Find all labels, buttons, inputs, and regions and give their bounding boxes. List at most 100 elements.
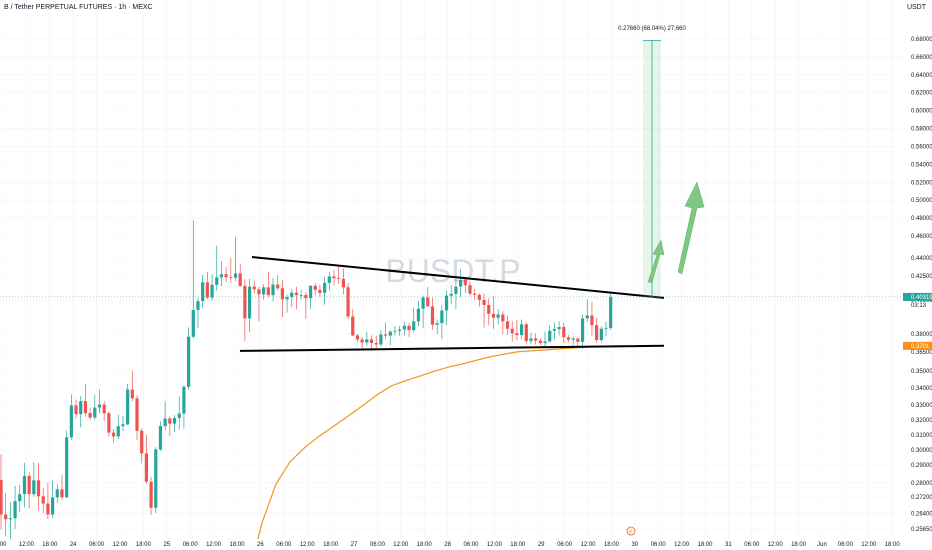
candle: [69, 394, 73, 441]
candle-body: [477, 294, 481, 300]
candle-body: [69, 405, 73, 438]
candle-body: [266, 287, 270, 296]
price-tick-label: 0.36500: [911, 350, 932, 356]
candle: [529, 332, 533, 345]
support-trendline: [239, 344, 665, 352]
candle-body: [0, 479, 3, 515]
projection-arrow-small: [647, 239, 665, 284]
time-tick-label: 18:00: [510, 542, 526, 548]
candle: [435, 319, 439, 335]
time-tick-label: 31: [725, 542, 732, 548]
candle-body: [140, 430, 144, 454]
price-tick-label: 0.29000: [911, 463, 932, 469]
time-tick-label: 06:00: [744, 542, 760, 548]
candle-body: [163, 418, 167, 427]
candle-body: [355, 335, 360, 340]
candles[interactable]: [0, 220, 613, 540]
moving-average: [254, 345, 629, 550]
candle: [285, 294, 289, 313]
candle: [271, 277, 275, 302]
candle: [360, 337, 364, 349]
candle-body: [60, 489, 64, 498]
candle-body: [126, 389, 130, 425]
candle-body: [243, 285, 247, 319]
candle: [534, 333, 538, 345]
candle-body: [473, 293, 477, 295]
candle: [210, 274, 214, 301]
price-tick-label: 0.56000: [911, 144, 932, 150]
candle: [74, 399, 78, 419]
candle: [505, 315, 510, 335]
candle: [459, 268, 463, 297]
price-axis[interactable]: 0.68000 0.66000 0.64000 0.62000 0.60000 0.580…: [903, 0, 932, 550]
candle-body: [210, 284, 214, 298]
candle: [473, 289, 477, 300]
current-price-tag: 0.40319: [903, 292, 932, 301]
resistance-trendline: [251, 256, 665, 299]
candle: [318, 284, 322, 297]
candle-body: [304, 295, 308, 299]
replay-icon[interactable]: ⚡: [626, 526, 636, 536]
price-tick-label: 0.40000: [911, 298, 932, 304]
measure-label: 0.27660 (68.04%) 27,660: [618, 26, 686, 32]
trendlines[interactable]: [239, 256, 665, 352]
candle: [538, 338, 542, 346]
price-tick-label: 0.38000: [911, 332, 932, 338]
candle-body: [529, 338, 533, 342]
candle-body: [36, 480, 41, 497]
candle-body: [196, 301, 200, 310]
candle: [487, 298, 491, 325]
candle-body: [379, 334, 383, 345]
candle-body: [351, 316, 355, 336]
candle-body: [365, 339, 369, 343]
time-tick-label: 30: [631, 542, 638, 548]
candle: [290, 289, 294, 308]
grid: [0, 0, 903, 539]
time-tick-label: 06:00: [89, 542, 105, 548]
candle: [8, 502, 12, 540]
candle-body: [449, 293, 453, 296]
price-tick-label: 0.32000: [911, 418, 932, 424]
candle-body: [501, 314, 505, 322]
candle-body: [97, 404, 102, 408]
candle: [562, 322, 566, 344]
time-tick-label: 12:00: [487, 542, 503, 548]
candle: [477, 293, 481, 307]
candle: [341, 268, 345, 295]
candle-body: [374, 343, 378, 345]
time-tick-label: 24: [70, 542, 77, 548]
candle-body: [252, 286, 256, 290]
candle-body: [444, 295, 449, 311]
candle-body: [187, 336, 191, 387]
candle: [107, 411, 111, 437]
candle: [595, 317, 599, 343]
candle: [552, 322, 557, 340]
currency-label[interactable]: USDT: [906, 4, 926, 11]
candle: [135, 395, 139, 441]
candle-body: [79, 401, 83, 415]
candle-body: [562, 327, 566, 338]
price-tick-label: 0.66000: [911, 55, 932, 61]
symbol-header[interactable]: B / Tether PERPETUAL FUTURES · 1h · MEXC: [4, 4, 153, 11]
candle-body: [393, 330, 397, 332]
candle: [393, 325, 397, 336]
candle-body: [571, 338, 575, 340]
candle: [355, 334, 360, 343]
candle: [402, 321, 406, 336]
price-tick-label: 0.35000: [911, 369, 932, 375]
candle-body: [407, 325, 411, 331]
candle-body: [332, 276, 336, 279]
candle-body: [22, 475, 27, 495]
candle: [154, 447, 158, 514]
price-tick-label: 0.48000: [911, 216, 932, 222]
candle-body: [426, 297, 430, 307]
candle-body: [102, 404, 106, 414]
candle: [238, 263, 242, 287]
candle-body: [172, 418, 177, 424]
time-axis[interactable]: 00 12:00 18:00 24 06:00 12:00 18:00 25 06:00 12:0…: [0, 539, 903, 550]
candle: [262, 284, 266, 300]
candle: [388, 330, 392, 346]
candle: [482, 293, 486, 328]
target-projection[interactable]: [643, 39, 705, 299]
